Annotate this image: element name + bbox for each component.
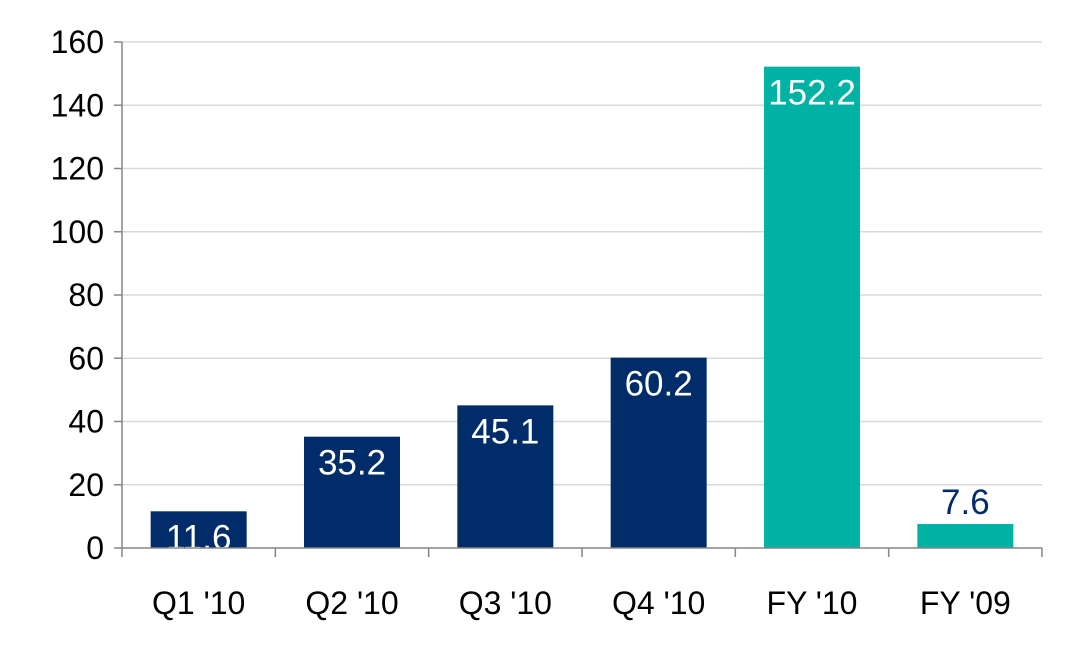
bar bbox=[610, 357, 707, 548]
data-label: 7.6 bbox=[941, 483, 990, 522]
x-axis: Q1 '10 Q2 '10 Q3 '10 Q4 '10 FY '10 FY '09 bbox=[121, 547, 1043, 621]
bar bbox=[917, 523, 1014, 548]
y-tick-label: 160 bbox=[51, 24, 104, 60]
data-label: 35.2 bbox=[318, 444, 386, 483]
bar bbox=[150, 511, 247, 548]
y-tick-label: 20 bbox=[68, 467, 104, 503]
y-axis: 0 20 40 60 80 100 120 140 160 bbox=[51, 24, 123, 566]
y-tick-label: 100 bbox=[51, 214, 104, 250]
bar bbox=[457, 405, 554, 548]
bar bbox=[304, 436, 400, 548]
data-label: 45.1 bbox=[471, 412, 539, 451]
x-category-label: Q1 '10 bbox=[152, 585, 245, 621]
data-label: 152.2 bbox=[768, 74, 856, 113]
x-category-label: Q4 '10 bbox=[612, 585, 705, 621]
x-category-label: Q3 '10 bbox=[459, 585, 552, 621]
bar bbox=[764, 66, 860, 548]
y-tick-label: 60 bbox=[68, 340, 104, 376]
y-tick-label: 140 bbox=[51, 87, 104, 123]
x-category-label: FY '10 bbox=[767, 585, 858, 621]
x-category-label: Q2 '10 bbox=[305, 585, 398, 621]
x-category-label: FY '09 bbox=[920, 585, 1011, 621]
data-label: 60.2 bbox=[625, 365, 693, 404]
y-tick-label: 120 bbox=[51, 151, 104, 187]
bars: 11.6 35.2 45.1 60.2 152.2 7.6 bbox=[150, 66, 1014, 557]
y-tick-label: 80 bbox=[68, 277, 104, 313]
y-tick-label: 0 bbox=[86, 530, 104, 566]
data-label: 11.6 bbox=[166, 518, 232, 557]
y-tick-label: 40 bbox=[68, 404, 104, 440]
gridlines bbox=[122, 41, 1042, 486]
